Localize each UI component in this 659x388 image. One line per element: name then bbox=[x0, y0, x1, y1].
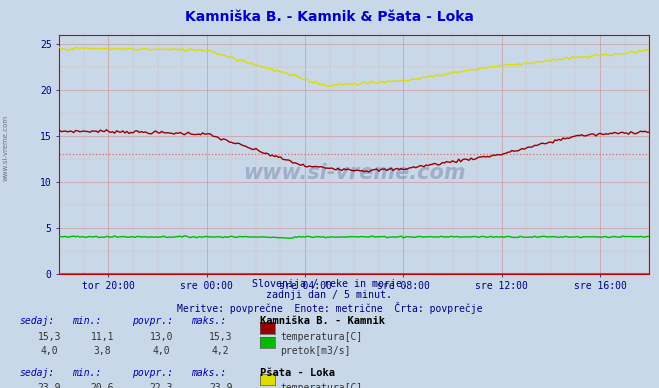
Text: 15,3: 15,3 bbox=[209, 332, 233, 342]
Text: 22,3: 22,3 bbox=[150, 383, 173, 388]
Text: min.:: min.: bbox=[72, 368, 102, 378]
Text: temperatura[C]: temperatura[C] bbox=[280, 332, 362, 342]
Text: 4,0: 4,0 bbox=[153, 346, 170, 357]
Text: maks.:: maks.: bbox=[191, 316, 226, 326]
Text: Kamniška B. - Kamnik & Pšata - Loka: Kamniška B. - Kamnik & Pšata - Loka bbox=[185, 10, 474, 24]
Text: 3,8: 3,8 bbox=[94, 346, 111, 357]
Text: 11,1: 11,1 bbox=[90, 332, 114, 342]
Text: povpr.:: povpr.: bbox=[132, 316, 173, 326]
Text: temperatura[C]: temperatura[C] bbox=[280, 383, 362, 388]
Text: zadnji dan / 5 minut.: zadnji dan / 5 minut. bbox=[266, 290, 393, 300]
Text: povpr.:: povpr.: bbox=[132, 368, 173, 378]
Text: Pšata - Loka: Pšata - Loka bbox=[260, 368, 335, 378]
Text: www.si-vreme.com: www.si-vreme.com bbox=[2, 114, 9, 180]
Text: 23,9: 23,9 bbox=[209, 383, 233, 388]
Text: maks.:: maks.: bbox=[191, 368, 226, 378]
Text: sedaj:: sedaj: bbox=[20, 368, 55, 378]
Text: sedaj:: sedaj: bbox=[20, 316, 55, 326]
Text: 15,3: 15,3 bbox=[38, 332, 61, 342]
Text: Kamniška B. - Kamnik: Kamniška B. - Kamnik bbox=[260, 316, 386, 326]
Text: 23,9: 23,9 bbox=[38, 383, 61, 388]
Text: www.si-vreme.com: www.si-vreme.com bbox=[243, 163, 465, 183]
Text: 13,0: 13,0 bbox=[150, 332, 173, 342]
Text: Slovenija / reke in morje.: Slovenija / reke in morje. bbox=[252, 279, 407, 289]
Text: 4,0: 4,0 bbox=[41, 346, 58, 357]
Text: min.:: min.: bbox=[72, 316, 102, 326]
Text: Meritve: povprečne  Enote: metrične  Črta: povprečje: Meritve: povprečne Enote: metrične Črta:… bbox=[177, 302, 482, 314]
Text: pretok[m3/s]: pretok[m3/s] bbox=[280, 346, 351, 357]
Text: 20,6: 20,6 bbox=[90, 383, 114, 388]
Text: 4,2: 4,2 bbox=[212, 346, 229, 357]
